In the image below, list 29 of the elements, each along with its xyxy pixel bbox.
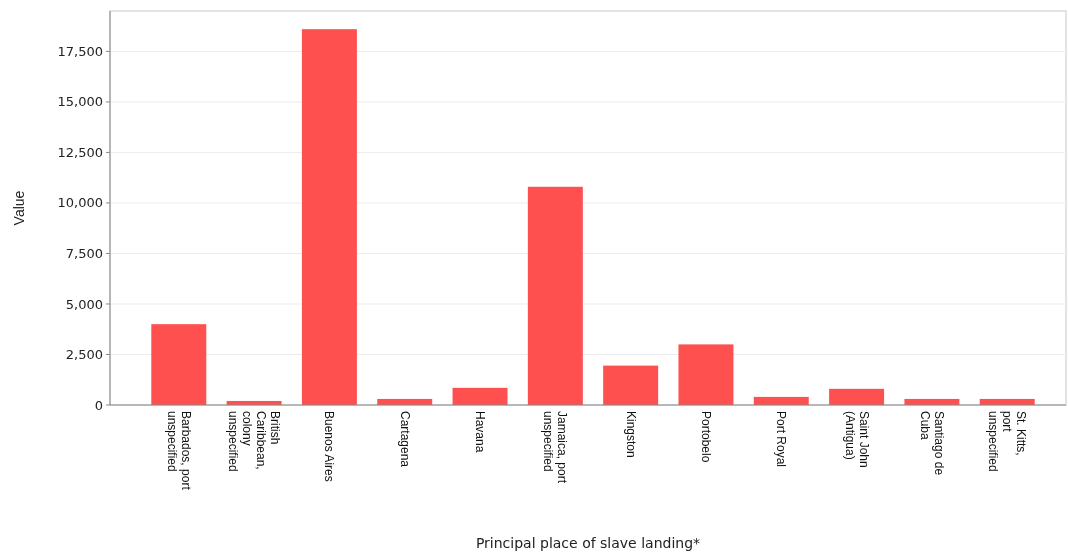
y-tick-label: 2,500 bbox=[65, 347, 103, 363]
x-tick-label: British Caribbean, colony unspecified bbox=[226, 411, 283, 472]
bar bbox=[151, 324, 207, 405]
bar bbox=[829, 388, 885, 405]
bar bbox=[527, 186, 583, 405]
y-tick-label: 12,500 bbox=[57, 144, 103, 160]
bar bbox=[603, 365, 659, 405]
x-axis-title: Principal place of slave landing* bbox=[475, 535, 701, 551]
y-tick-label: 17,500 bbox=[57, 43, 103, 59]
x-tick-label: Havana bbox=[473, 411, 488, 453]
x-tick-label: Jamaica, port unspecified bbox=[541, 411, 570, 484]
x-tick-label: Saint John (Antigua) bbox=[842, 411, 871, 468]
x-tick-label: Santiago de Cuba bbox=[917, 411, 946, 476]
x-tick-label: Kingston bbox=[623, 411, 638, 458]
x-tick-label: Portobelo bbox=[698, 411, 713, 463]
bar bbox=[452, 387, 508, 405]
y-tick-label: 10,000 bbox=[57, 195, 103, 211]
x-tick-label: Buenos Aires bbox=[322, 411, 337, 482]
x-tick-label: Port Royal bbox=[774, 411, 789, 468]
bar bbox=[301, 29, 357, 405]
x-tick-label: Barbados, port unspecified bbox=[164, 411, 193, 491]
bar bbox=[678, 344, 734, 405]
y-tick-label: 7,500 bbox=[65, 246, 103, 262]
x-tick-label: Cartagena bbox=[397, 411, 412, 468]
y-tick-label: 5,000 bbox=[65, 296, 103, 312]
y-tick-label: 15,000 bbox=[57, 94, 103, 110]
y-tick-label: 0 bbox=[94, 397, 103, 413]
x-tick-label: St. Kitts, port unspecified bbox=[986, 411, 1029, 472]
y-axis-title: Value bbox=[11, 190, 27, 226]
